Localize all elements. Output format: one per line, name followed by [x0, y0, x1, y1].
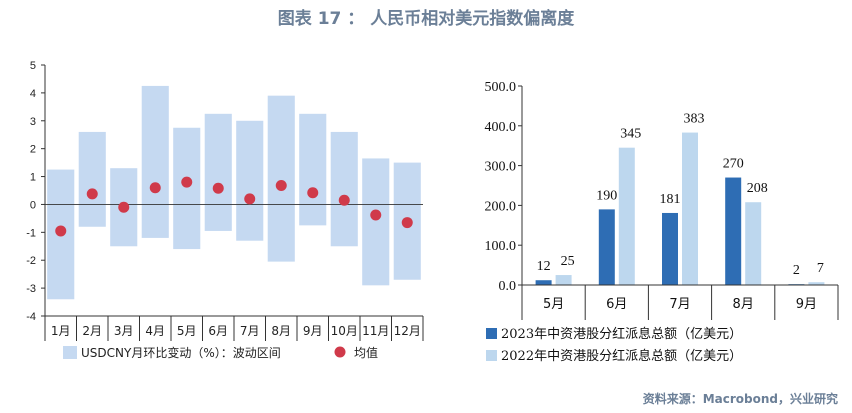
bar-2023: [662, 212, 678, 285]
bar-2023: [535, 280, 552, 285]
legend-mean-marker: [334, 346, 346, 358]
left-x-tick-label: 7月: [240, 324, 260, 338]
legend-mean-label: 均值: [354, 345, 378, 360]
left-y-tick-label: 5: [30, 60, 36, 72]
data-label-2023: 12: [537, 259, 551, 274]
left-y-tick-label: 3: [30, 116, 36, 128]
mean-point: [275, 179, 287, 191]
left-x-tick-label: 11月: [362, 324, 389, 338]
left-x-tick-label: 3月: [114, 324, 134, 338]
left-x-tick-label: 10月: [331, 324, 358, 338]
mean-point: [149, 182, 161, 194]
data-label-2022: 345: [620, 127, 641, 142]
left-y-tick-label: -3: [26, 283, 36, 295]
left-y-tick-label: 4: [30, 88, 36, 100]
left-x-tick-label: 6月: [208, 324, 228, 338]
mean-point: [181, 176, 193, 188]
left-x-tick-label: 4月: [145, 324, 165, 338]
left-range-chart: -4 -3 -2 -1 0 1 2 3 4 5 1月 2月 3月 4月 5月 6月 7月 8月 9月 10月 11月 12…: [26, 60, 424, 360]
right-y-tick-label: 500.0: [485, 80, 517, 95]
left-y-tick-label: 0: [30, 199, 36, 211]
data-label-2022: 25: [561, 254, 575, 269]
right-y-tick-label: 300.0: [485, 160, 517, 175]
data-label-2023: 181: [660, 192, 681, 207]
left-x-tick-label: 5月: [177, 324, 197, 338]
mean-point: [55, 225, 67, 237]
left-x-tick-label: 1月: [51, 324, 71, 338]
left-x-tick-label: 8月: [271, 324, 291, 338]
data-label-2022: 383: [684, 112, 705, 127]
range-bar: [330, 131, 358, 247]
mean-point: [307, 187, 319, 199]
left-y-tick-label: 1: [30, 172, 36, 184]
legend-2023-swatch: [486, 328, 497, 339]
mean-point: [370, 209, 382, 221]
left-y-tick-label: 2: [30, 144, 36, 156]
mean-point: [118, 201, 130, 213]
left-x-tick-label: 2月: [82, 324, 102, 338]
figure-title: 图表 17 ： 人民币相对美元指数偏离度: [277, 9, 575, 29]
data-label-2023: 190: [596, 188, 617, 203]
bar-2023: [725, 177, 742, 285]
range-bar: [173, 127, 201, 250]
right-x-tick-label: 6月: [606, 297, 627, 312]
right-x-tick-label: 5月: [543, 297, 564, 312]
bar-2023: [598, 209, 615, 285]
right-y-tick-label: 200.0: [485, 199, 517, 214]
legend-range-swatch: [63, 346, 77, 359]
left-x-tick-label: 9月: [303, 324, 323, 338]
data-label-2022: 208: [747, 181, 768, 196]
mean-point: [86, 188, 98, 200]
legend-range-label: USDCNY月环比变动（%）：波动区间: [81, 345, 281, 360]
range-bar: [362, 158, 390, 286]
legend-2023-label: 2023年中资港股分红派息总额（亿美元）: [501, 326, 742, 342]
right-y-tick-label: 400.0: [485, 120, 517, 135]
right-y-tick-label: 100.0: [485, 239, 517, 254]
data-label-2023: 2: [793, 263, 800, 278]
right-x-tick-label: 8月: [733, 297, 754, 312]
right-bar-chart: 0.0 100.0 200.0 300.0 400.0 500.0 12 25 190 345 18…: [485, 80, 839, 364]
data-label-2023: 270: [723, 157, 744, 172]
range-bar: [78, 131, 106, 227]
source-note: 资料来源：Macrobond，兴业研究: [642, 392, 838, 406]
mean-point: [338, 194, 350, 206]
left-y-tick-label: -1: [26, 227, 36, 239]
right-x-tick-label: 9月: [796, 297, 817, 312]
left-y-tick-label: -2: [26, 255, 36, 267]
range-bar: [236, 120, 264, 241]
bar-2022: [808, 282, 825, 285]
legend-2022-label: 2022年中资港股分红派息总额（亿美元）: [501, 348, 742, 364]
range-bar: [141, 85, 169, 238]
legend-2022-swatch: [486, 350, 497, 361]
right-y-tick-label: 0.0: [499, 279, 517, 294]
mean-point: [212, 182, 224, 194]
range-bar: [267, 95, 295, 262]
left-y-tick-label: -4: [26, 311, 36, 323]
mean-point: [244, 193, 256, 205]
left-x-tick-label: 12月: [394, 324, 421, 338]
range-bar: [299, 113, 327, 226]
bar-2022: [682, 132, 698, 285]
data-label-2022: 7: [817, 261, 824, 276]
bar-2022: [618, 147, 635, 285]
right-x-tick-label: 7月: [669, 297, 690, 312]
mean-point: [401, 217, 413, 229]
bar-2022: [555, 275, 572, 285]
bar-2022: [745, 202, 762, 285]
range-bar: [204, 113, 232, 231]
